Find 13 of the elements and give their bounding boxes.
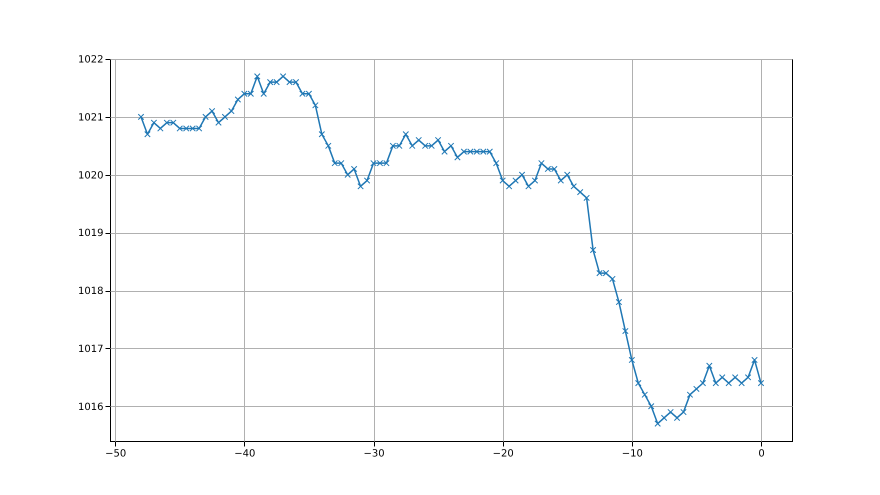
x-tick-label: −30	[363, 448, 385, 460]
y-tick-label: 1019	[78, 228, 104, 240]
y-tick-label: 1017	[78, 344, 104, 355]
x-tick-label: −50	[105, 448, 126, 460]
y-tick-label: 1016	[78, 402, 104, 413]
x-tick-label: −40	[234, 448, 256, 460]
y-tick-label: 1020	[78, 170, 104, 182]
y-tick-label: 1018	[78, 286, 104, 298]
x-tick-label: −20	[492, 448, 514, 460]
x-tick-label: −10	[622, 448, 643, 460]
x-tick-label: 0	[758, 448, 765, 460]
y-tick-label: 1021	[78, 112, 104, 124]
y-tick-label: 1022	[78, 54, 104, 66]
